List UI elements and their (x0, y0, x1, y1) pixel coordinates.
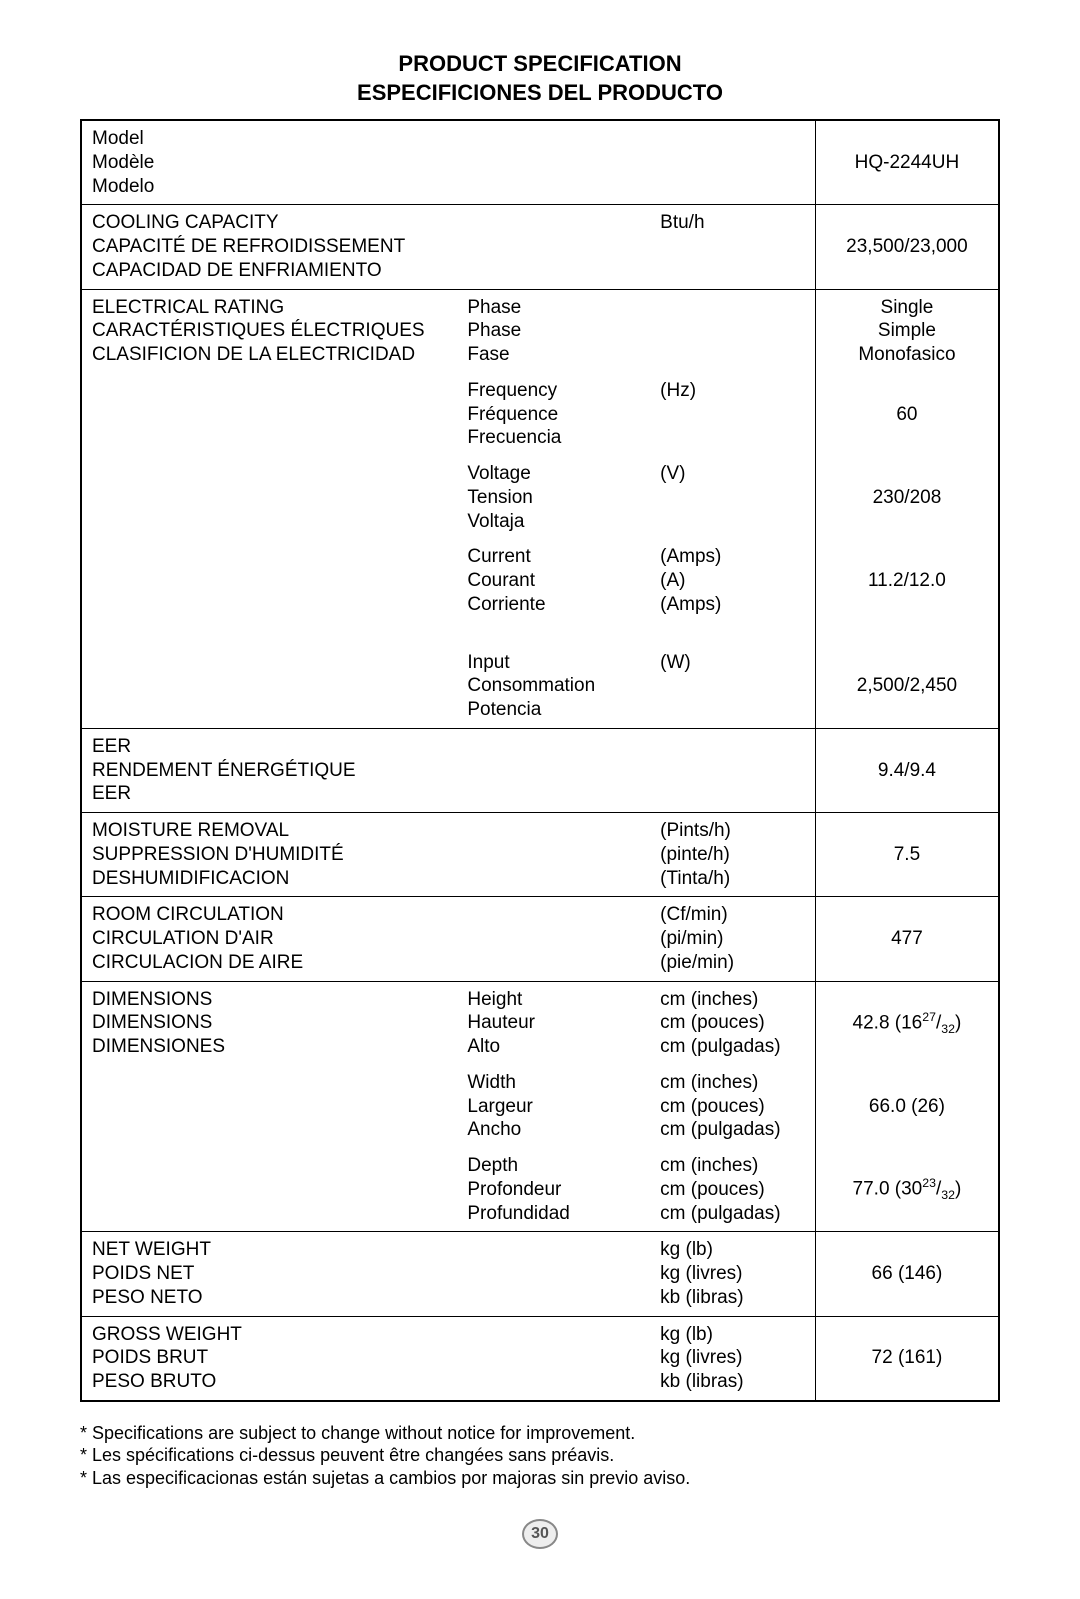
title-line1: PRODUCT SPECIFICATION (80, 50, 1000, 79)
spec-unit (650, 728, 815, 812)
spec-unit: Btu/h (650, 205, 815, 289)
spec-label (81, 456, 457, 539)
table-row: MOISTURE REMOVALSUPPRESSION D'HUMIDITÉDE… (81, 813, 999, 897)
spec-unit (650, 120, 815, 205)
table-row: ROOM CIRCULATIONCIRCULATION D'AIRCIRCULA… (81, 897, 999, 981)
footnote-line: * Specifications are subject to change w… (80, 1422, 1000, 1445)
spec-unit: kg (lb)kg (livres)kb (libras) (650, 1232, 815, 1316)
spec-label (81, 539, 457, 644)
spec-value: HQ-2244UH (815, 120, 999, 205)
page-title: PRODUCT SPECIFICATION ESPECIFICIONES DEL… (80, 50, 1000, 107)
spec-unit: (Amps)(A)(Amps) (650, 539, 815, 644)
spec-value: 2,500/2,450 (815, 645, 999, 729)
spec-param (457, 120, 650, 205)
table-row: GROSS WEIGHTPOIDS BRUTPESO BRUTO kg (lb)… (81, 1316, 999, 1401)
spec-param: CurrentCourantCorriente (457, 539, 650, 644)
page-number: 30 (522, 1519, 558, 1549)
spec-param: WidthLargeurAncho (457, 1065, 650, 1148)
spec-param (457, 897, 650, 981)
footnote-line: * Les spécifications ci-dessus peuvent ê… (80, 1444, 1000, 1467)
spec-value: 7.5 (815, 813, 999, 897)
footnotes: * Specifications are subject to change w… (80, 1422, 1000, 1490)
spec-value: 66.0 (26) (815, 1065, 999, 1148)
spec-param (457, 813, 650, 897)
spec-label: GROSS WEIGHTPOIDS BRUTPESO BRUTO (81, 1316, 457, 1401)
spec-label (81, 645, 457, 729)
spec-value: 230/208 (815, 456, 999, 539)
spec-label: EERRENDEMENT ÉNERGÉTIQUEEER (81, 728, 457, 812)
title-line2: ESPECIFICIONES DEL PRODUCTO (80, 79, 1000, 108)
spec-param: VoltageTensionVoltaja (457, 456, 650, 539)
spec-param: InputConsommationPotencia (457, 645, 650, 729)
spec-param: PhasePhaseFase (457, 289, 650, 373)
spec-value: SingleSimpleMonofasico (815, 289, 999, 373)
spec-unit: cm (inches)cm (pouces)cm (pulgadas) (650, 1065, 815, 1148)
spec-label: ROOM CIRCULATIONCIRCULATION D'AIRCIRCULA… (81, 897, 457, 981)
table-row: CurrentCourantCorriente(Amps)(A)(Amps)11… (81, 539, 999, 644)
spec-label: DIMENSIONSDIMENSIONSDIMENSIONES (81, 981, 457, 1065)
spec-label: ELECTRICAL RATINGCARACTÉRISTIQUES ÉLECTR… (81, 289, 457, 373)
spec-value: 77.0 (3023/32) (815, 1148, 999, 1232)
table-row: VoltageTensionVoltaja(V)230/208 (81, 456, 999, 539)
spec-unit: kg (lb)kg (livres)kb (libras) (650, 1316, 815, 1401)
table-row: ELECTRICAL RATINGCARACTÉRISTIQUES ÉLECTR… (81, 289, 999, 373)
spec-unit: cm (inches)cm (pouces)cm (pulgadas) (650, 1148, 815, 1232)
spec-label: COOLING CAPACITYCAPACITÉ DE REFROIDISSEM… (81, 205, 457, 289)
spec-value: 11.2/12.0 (815, 539, 999, 644)
spec-param: DepthProfondeurProfundidad (457, 1148, 650, 1232)
spec-param (457, 728, 650, 812)
spec-param: HeightHauteurAlto (457, 981, 650, 1065)
spec-unit: (Cf/min)(pi/min)(pie/min) (650, 897, 815, 981)
spec-param: FrequencyFréquenceFrecuencia (457, 373, 650, 456)
spec-param (457, 205, 650, 289)
table-row: EERRENDEMENT ÉNERGÉTIQUEEER 9.4/9.4 (81, 728, 999, 812)
spec-unit: (Hz) (650, 373, 815, 456)
spec-unit: (Pints/h)(pinte/h)(Tinta/h) (650, 813, 815, 897)
spec-label: MOISTURE REMOVALSUPPRESSION D'HUMIDITÉDE… (81, 813, 457, 897)
table-row: InputConsommationPotencia(W)2,500/2,450 (81, 645, 999, 729)
spec-label: NET WEIGHTPOIDS NETPESO NETO (81, 1232, 457, 1316)
spec-param (457, 1232, 650, 1316)
footnote-line: * Las especificacionas están sujetas a c… (80, 1467, 1000, 1490)
table-row: NET WEIGHTPOIDS NETPESO NETO kg (lb)kg (… (81, 1232, 999, 1316)
spec-value: 477 (815, 897, 999, 981)
spec-label (81, 1148, 457, 1232)
spec-value: 42.8 (1627/32) (815, 981, 999, 1065)
table-row: FrequencyFréquenceFrecuencia(Hz)60 (81, 373, 999, 456)
table-row: WidthLargeurAnchocm (inches)cm (pouces)c… (81, 1065, 999, 1148)
spec-unit (650, 289, 815, 373)
spec-value: 60 (815, 373, 999, 456)
spec-param (457, 1316, 650, 1401)
spec-label (81, 373, 457, 456)
spec-label: ModelModèleModelo (81, 120, 457, 205)
spec-label (81, 1065, 457, 1148)
spec-unit: (W) (650, 645, 815, 729)
spec-value: 66 (146) (815, 1232, 999, 1316)
spec-unit: (V) (650, 456, 815, 539)
spec-table: ModelModèleModelo HQ-2244UHCOOLING CAPAC… (80, 119, 1000, 1402)
spec-value: 72 (161) (815, 1316, 999, 1401)
spec-unit: cm (inches)cm (pouces)cm (pulgadas) (650, 981, 815, 1065)
table-row: COOLING CAPACITYCAPACITÉ DE REFROIDISSEM… (81, 205, 999, 289)
table-row: DepthProfondeurProfundidadcm (inches)cm … (81, 1148, 999, 1232)
table-row: DIMENSIONSDIMENSIONSDIMENSIONESHeightHau… (81, 981, 999, 1065)
spec-value: 9.4/9.4 (815, 728, 999, 812)
spec-value: 23,500/23,000 (815, 205, 999, 289)
table-row: ModelModèleModelo HQ-2244UH (81, 120, 999, 205)
page-number-wrap: 30 (80, 1519, 1000, 1549)
